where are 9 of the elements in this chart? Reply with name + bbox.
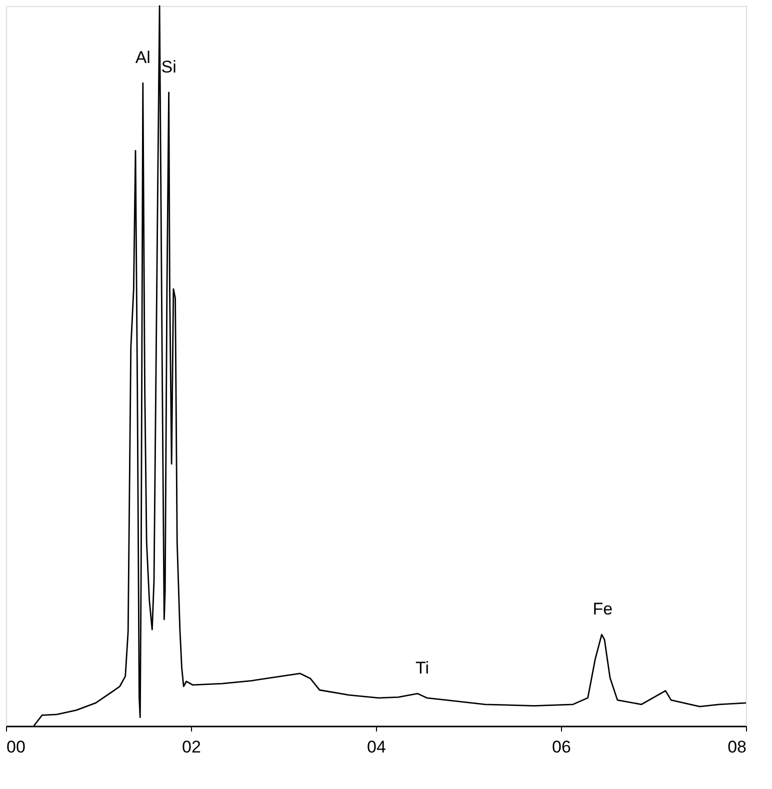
x-tick-label: 00 [6, 738, 26, 756]
annotation: Si [161, 57, 176, 76]
x-tick-label: 02 [182, 738, 201, 756]
x-tick-label: 08 [728, 738, 746, 756]
x-tick-label: 06 [552, 738, 571, 756]
annotation: Al [135, 48, 150, 68]
annotation: Fe [592, 600, 613, 619]
x-tick-label: 04 [367, 738, 386, 756]
annotation: Ti [415, 658, 430, 678]
